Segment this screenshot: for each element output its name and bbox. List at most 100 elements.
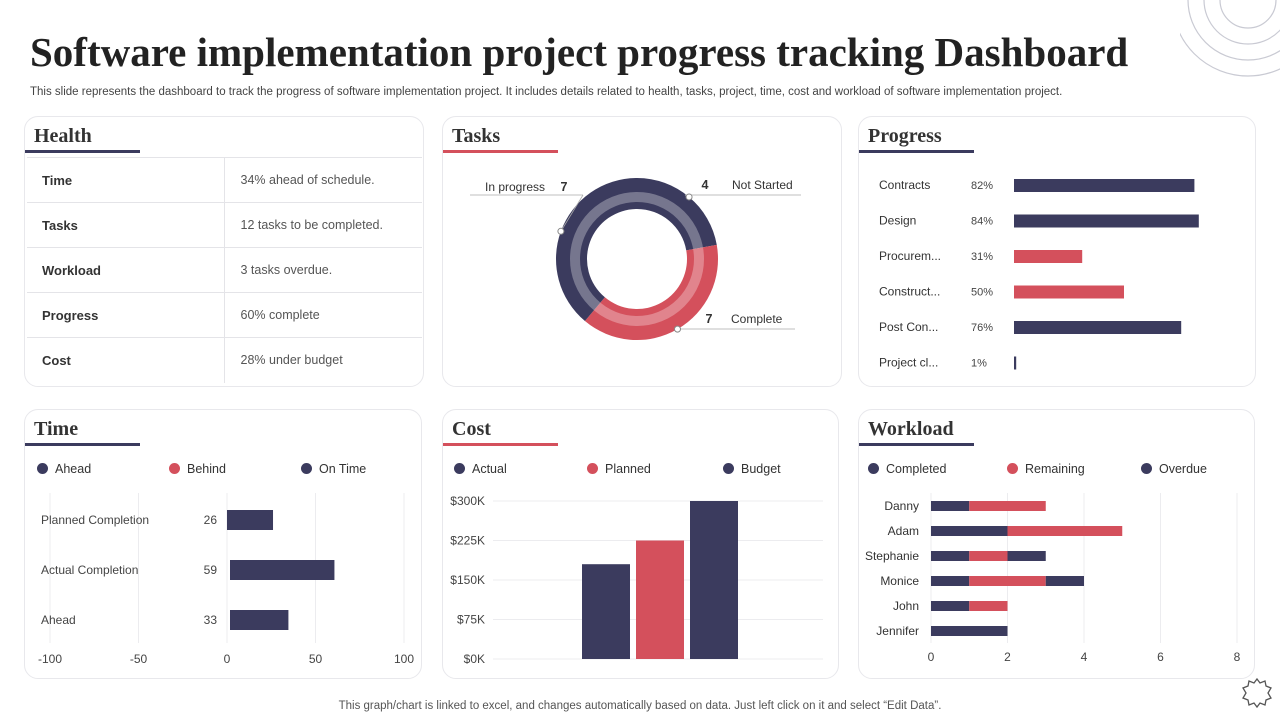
tasks-panel: Tasks Not Started 4 Complete 7 In progress 7 <box>442 116 842 387</box>
donut-inner-ring <box>570 192 704 326</box>
time-bar-chart[interactable]: -100 -50 0 50 100 Planned Completion 26 Actual … <box>25 488 421 678</box>
page-subtitle: This slide represents the dashboard to t… <box>30 86 1063 98</box>
legend-label: Planned <box>605 462 651 476</box>
workload-bar-segment <box>1007 526 1123 536</box>
x-tick-label: 8 <box>1234 650 1241 664</box>
workload-panel: Workload Completed Remaining Overdue 0 2 4 6 8… <box>858 409 1255 679</box>
progress-category-label: Construct... <box>879 285 940 299</box>
y-tick-label: $75K <box>457 613 485 627</box>
workload-bar-segment <box>1007 551 1046 561</box>
workload-bar-segment <box>931 626 1008 636</box>
x-tick-label: -100 <box>38 652 62 666</box>
corner-circles-decoration <box>1180 0 1280 77</box>
legend-label: Completed <box>886 462 947 476</box>
progress-bar <box>1014 214 1199 228</box>
cost-bar <box>690 501 738 659</box>
health-row-label: Progress <box>27 292 225 338</box>
legend-label: Behind <box>187 462 226 476</box>
legend-item: On Time <box>301 462 366 476</box>
health-row-value: 3 tasks overdue. <box>224 247 422 293</box>
workload-person-label: Stephanie <box>865 549 919 563</box>
health-row-value: 34% ahead of schedule. <box>224 157 422 203</box>
workload-bar-segment <box>931 501 970 511</box>
legend-label: Budget <box>741 462 781 476</box>
slice-marker <box>557 227 565 235</box>
progress-value-label: 84% <box>971 216 993 228</box>
y-tick-label: $225K <box>450 534 485 548</box>
legend-label: Actual <box>472 462 507 476</box>
workload-bar-segment <box>969 601 1008 611</box>
progress-panel: Progress Contracts 82% Design 84% Procurem..… <box>858 116 1256 387</box>
cost-bar-chart[interactable]: $0K $75K $150K $225K $300K <box>443 488 838 678</box>
workload-person-label: John <box>893 599 919 613</box>
legend-dot <box>1141 463 1152 474</box>
footer-note: This graph/chart is linked to excel, and… <box>338 700 942 712</box>
workload-bar-segment <box>931 551 970 561</box>
time-value-label: 59 <box>204 563 218 577</box>
health-row: Tasks 12 tasks to be completed. <box>27 202 422 248</box>
cost-panel: Cost Actual Planned Budget $0K $75K $150K $22… <box>442 409 839 679</box>
x-tick-label: 100 <box>394 652 414 666</box>
legend-item: Ahead <box>37 462 91 476</box>
health-row-label: Time <box>27 157 225 203</box>
legend-item: Remaining <box>1007 462 1085 476</box>
cost-bar <box>582 564 630 659</box>
progress-value-label: 50% <box>971 287 993 299</box>
slice-value: 7 <box>706 312 713 326</box>
legend-label: Ahead <box>55 462 92 476</box>
health-title: Health <box>34 125 92 147</box>
y-tick-label: $300K <box>450 494 485 508</box>
legend-dot <box>37 463 48 474</box>
legend-dot <box>1007 463 1018 474</box>
time-bar <box>230 610 289 630</box>
legend-dot <box>587 463 598 474</box>
health-row-value: 12 tasks to be completed. <box>224 202 422 248</box>
health-panel: Health Time 34% ahead of schedule. Tasks 12… <box>24 116 424 387</box>
progress-category-label: Post Con... <box>879 320 938 334</box>
slice-marker <box>685 193 693 201</box>
progress-underline <box>859 150 974 153</box>
slice-label: Not Started <box>732 178 793 192</box>
legend-label: Remaining <box>1025 462 1085 476</box>
slice-value: 7 <box>561 180 568 194</box>
progress-title: Progress <box>868 125 942 147</box>
progress-category-label: Design <box>879 214 916 228</box>
donut-slice <box>637 178 717 251</box>
workload-person-label: Monice <box>880 574 919 588</box>
donut-slice <box>556 178 637 322</box>
x-tick-label: 2 <box>1004 650 1011 664</box>
progress-category-label: Project cl... <box>879 356 938 370</box>
time-title: Time <box>34 418 79 440</box>
page-title: Software implementation project progress… <box>30 29 1129 75</box>
tasks-donut-chart[interactable]: Not Started 4 Complete 7 In progress 7 <box>443 155 841 385</box>
workload-bar-segment <box>931 601 970 611</box>
tasks-title: Tasks <box>452 125 501 147</box>
gear-icon[interactable] <box>1240 676 1274 710</box>
progress-bar <box>1014 356 1017 370</box>
workload-stacked-bar-chart[interactable]: 0 2 4 6 8 Danny Adam Stephanie Monice John Jennife… <box>859 488 1254 678</box>
legend-dot <box>169 463 180 474</box>
x-tick-label: 0 <box>928 650 935 664</box>
time-bar <box>230 560 335 580</box>
legend-item: Behind <box>169 462 226 476</box>
workload-title: Workload <box>868 418 954 440</box>
leader-line <box>560 194 584 232</box>
time-value-label: 26 <box>204 513 218 527</box>
progress-category-label: Procurem... <box>879 249 941 263</box>
legend-item: Completed <box>868 462 946 476</box>
legend-label: Overdue <box>1159 462 1207 476</box>
legend-dot <box>301 463 312 474</box>
slice-label: In progress <box>485 180 545 194</box>
slice-label: Complete <box>731 312 783 326</box>
time-bar <box>227 510 274 530</box>
health-row: Progress 60% complete <box>27 292 422 338</box>
x-tick-label: -50 <box>130 652 148 666</box>
health-row-value: 28% under budget <box>224 337 422 383</box>
progress-bar-chart[interactable]: Contracts 82% Design 84% Procurem... 31% Const… <box>859 157 1255 387</box>
health-row-label: Workload <box>27 247 225 293</box>
legend-dot <box>454 463 465 474</box>
legend-dot <box>723 463 734 474</box>
progress-value-label: 31% <box>971 251 993 263</box>
time-panel: Time Ahead Behind On Time -100 -50 0 50 100 Pla… <box>24 409 422 679</box>
progress-value-label: 76% <box>971 322 993 334</box>
